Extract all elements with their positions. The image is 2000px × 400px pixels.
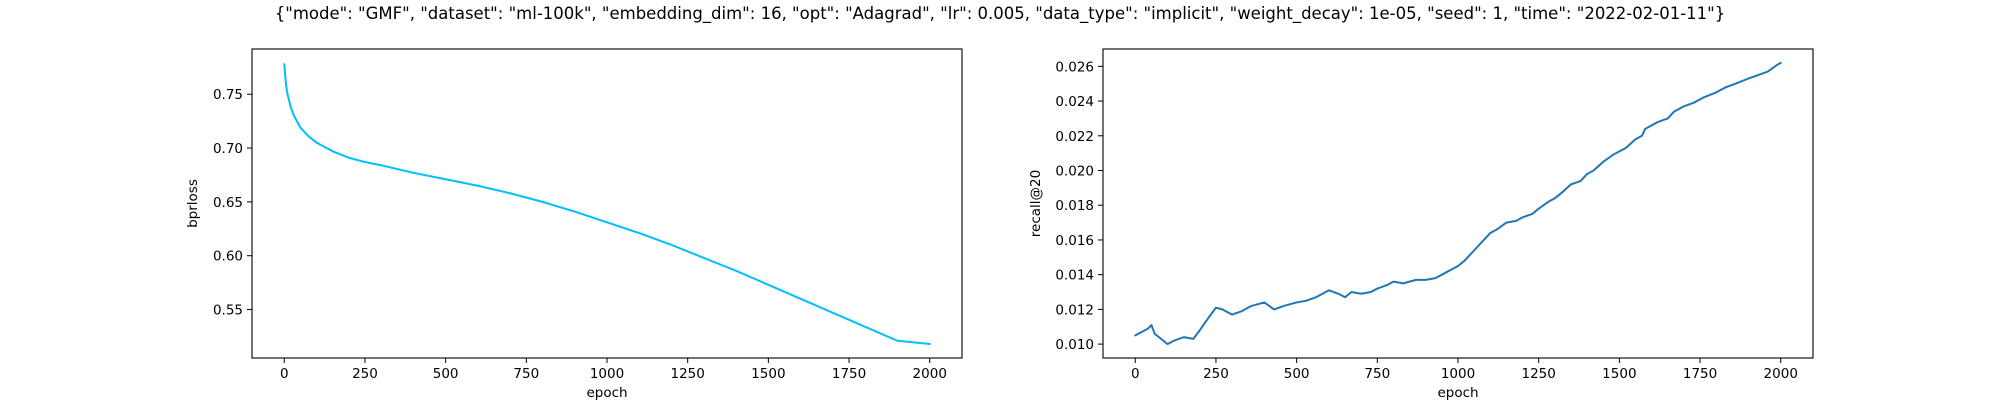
recall-y-tick-label: 0.012 xyxy=(1055,302,1094,318)
bprloss-x-tick-label: 1500 xyxy=(751,366,785,382)
recall-x-axis-title: epoch xyxy=(1437,385,1478,400)
recall-y-tick-label: 0.010 xyxy=(1055,337,1094,353)
recall-y-tick-label: 0.024 xyxy=(1055,94,1094,110)
recall-series-line xyxy=(1134,61,1782,346)
figure-suptitle: {"mode": "GMF", "dataset": "ml-100k", "e… xyxy=(274,4,1726,23)
bprloss-x-tick-label: 1750 xyxy=(832,366,866,382)
recall-x-tick-label: 1000 xyxy=(1441,366,1475,382)
recall-y-tick-label: 0.014 xyxy=(1055,268,1094,284)
bprloss-y-tick-label: 0.55 xyxy=(213,303,243,319)
recall-x-tick-label: 750 xyxy=(1364,366,1390,382)
bprloss-x-tick-label: 750 xyxy=(513,366,539,382)
recall-y-tick-label: 0.020 xyxy=(1055,164,1094,180)
bprloss-x-tick-label: 500 xyxy=(433,366,459,382)
recall-y-tick-label: 0.026 xyxy=(1055,59,1094,75)
recall-y-tick-label: 0.022 xyxy=(1055,129,1094,145)
bprloss-y-tick-label: 0.60 xyxy=(213,249,243,265)
recall-x-tick-label: 2000 xyxy=(1764,366,1798,382)
bprloss-x-tick-label: 2000 xyxy=(913,366,947,382)
recall-x-tick-label: 1500 xyxy=(1602,366,1636,382)
bprloss-y-tick-label: 0.75 xyxy=(213,87,243,103)
bprloss-x-tick-label: 0 xyxy=(280,366,289,382)
bprloss-y-axis-title: bprloss xyxy=(185,179,201,228)
recall-x-tick-label: 500 xyxy=(1284,366,1310,382)
bprloss-x-tick-label: 1000 xyxy=(590,366,624,382)
recall-y-axis-title: recall@20 xyxy=(1028,170,1044,237)
bprloss-y-tick-label: 0.70 xyxy=(213,141,243,157)
recall-y-tick-label: 0.016 xyxy=(1055,233,1094,249)
recall-x-tick-label: 1250 xyxy=(1522,366,1556,382)
recall-x-tick-label: 250 xyxy=(1203,366,1229,382)
bprloss-x-tick-label: 250 xyxy=(352,366,378,382)
recall-y-tick-label: 0.018 xyxy=(1055,198,1094,214)
recall-x-tick-label: 1750 xyxy=(1683,366,1717,382)
bprloss-series-line xyxy=(283,63,931,345)
recall-x-tick-label: 0 xyxy=(1131,366,1140,382)
bprloss-x-axis-title: epoch xyxy=(586,385,627,400)
bprloss-x-tick-label: 1250 xyxy=(671,366,705,382)
bprloss-y-tick-label: 0.65 xyxy=(213,195,243,211)
